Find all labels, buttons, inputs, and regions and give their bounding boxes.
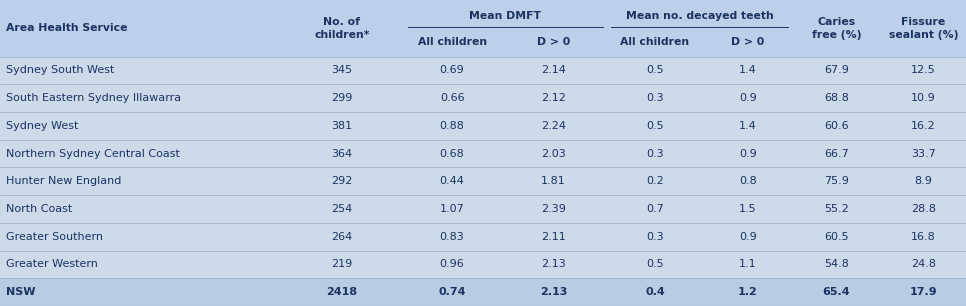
Text: 0.96: 0.96 bbox=[440, 259, 465, 270]
Text: 16.2: 16.2 bbox=[911, 121, 936, 131]
Text: 1.5: 1.5 bbox=[739, 204, 756, 214]
Text: Northern Sydney Central Coast: Northern Sydney Central Coast bbox=[6, 149, 180, 159]
Text: 2.13: 2.13 bbox=[540, 287, 567, 297]
Text: Caries
free (%): Caries free (%) bbox=[811, 17, 862, 40]
Text: 0.2: 0.2 bbox=[646, 176, 664, 186]
Text: 17.9: 17.9 bbox=[910, 287, 937, 297]
Text: 10.9: 10.9 bbox=[911, 93, 936, 103]
Text: 0.83: 0.83 bbox=[440, 232, 465, 242]
Text: 0.5: 0.5 bbox=[646, 65, 664, 76]
Bar bbox=[0, 0, 966, 57]
Text: 33.7: 33.7 bbox=[911, 149, 936, 159]
Text: 54.8: 54.8 bbox=[824, 259, 849, 270]
Text: 0.4: 0.4 bbox=[645, 287, 665, 297]
Text: 0.9: 0.9 bbox=[739, 93, 756, 103]
Text: 24.8: 24.8 bbox=[911, 259, 936, 270]
Text: 0.9: 0.9 bbox=[739, 149, 756, 159]
Text: 1.07: 1.07 bbox=[440, 204, 465, 214]
Text: 2.12: 2.12 bbox=[541, 93, 566, 103]
Text: 1.2: 1.2 bbox=[738, 287, 757, 297]
Text: 2.39: 2.39 bbox=[541, 204, 566, 214]
Text: Sydney West: Sydney West bbox=[6, 121, 78, 131]
Text: 299: 299 bbox=[331, 93, 353, 103]
Bar bbox=[0, 278, 966, 306]
Text: 0.7: 0.7 bbox=[646, 204, 664, 214]
Text: All children: All children bbox=[417, 37, 487, 47]
Text: 60.6: 60.6 bbox=[824, 121, 849, 131]
Text: 1.1: 1.1 bbox=[739, 259, 756, 270]
Text: Sydney South West: Sydney South West bbox=[6, 65, 114, 76]
Text: All children: All children bbox=[620, 37, 690, 47]
Text: 0.5: 0.5 bbox=[646, 259, 664, 270]
Text: 60.5: 60.5 bbox=[824, 232, 849, 242]
Text: 254: 254 bbox=[331, 204, 353, 214]
Text: 66.7: 66.7 bbox=[824, 149, 849, 159]
Text: Area Health Service: Area Health Service bbox=[6, 23, 128, 33]
Text: 0.9: 0.9 bbox=[739, 232, 756, 242]
Text: D > 0: D > 0 bbox=[537, 37, 570, 47]
Text: 0.66: 0.66 bbox=[440, 93, 465, 103]
Text: Fissure
sealant (%): Fissure sealant (%) bbox=[889, 17, 958, 40]
Text: 0.3: 0.3 bbox=[646, 232, 664, 242]
Text: 75.9: 75.9 bbox=[824, 176, 849, 186]
Text: 264: 264 bbox=[331, 232, 353, 242]
Text: 0.3: 0.3 bbox=[646, 93, 664, 103]
Text: 65.4: 65.4 bbox=[823, 287, 850, 297]
Text: Hunter New England: Hunter New England bbox=[6, 176, 121, 186]
Text: 1.4: 1.4 bbox=[739, 121, 756, 131]
Text: 8.9: 8.9 bbox=[915, 176, 932, 186]
Text: Greater Western: Greater Western bbox=[6, 259, 98, 270]
Text: 0.68: 0.68 bbox=[440, 149, 465, 159]
Text: South Eastern Sydney Illawarra: South Eastern Sydney Illawarra bbox=[6, 93, 181, 103]
Text: Greater Southern: Greater Southern bbox=[6, 232, 102, 242]
Text: 381: 381 bbox=[331, 121, 353, 131]
Text: 12.5: 12.5 bbox=[911, 65, 936, 76]
Text: 2.24: 2.24 bbox=[541, 121, 566, 131]
Text: Mean DMFT: Mean DMFT bbox=[469, 11, 541, 21]
Text: 16.8: 16.8 bbox=[911, 232, 936, 242]
Text: 55.2: 55.2 bbox=[824, 204, 849, 214]
Text: 2.13: 2.13 bbox=[541, 259, 566, 270]
Text: 67.9: 67.9 bbox=[824, 65, 849, 76]
Text: 0.88: 0.88 bbox=[440, 121, 465, 131]
Text: 219: 219 bbox=[331, 259, 353, 270]
Text: 364: 364 bbox=[331, 149, 353, 159]
Text: 0.3: 0.3 bbox=[646, 149, 664, 159]
Text: 2.11: 2.11 bbox=[541, 232, 566, 242]
Text: 0.44: 0.44 bbox=[440, 176, 465, 186]
Text: North Coast: North Coast bbox=[6, 204, 72, 214]
Text: 1.81: 1.81 bbox=[541, 176, 566, 186]
Text: 2418: 2418 bbox=[327, 287, 357, 297]
Text: 345: 345 bbox=[331, 65, 353, 76]
Text: 2.14: 2.14 bbox=[541, 65, 566, 76]
Text: 0.74: 0.74 bbox=[439, 287, 466, 297]
Text: 2.03: 2.03 bbox=[541, 149, 566, 159]
Text: 292: 292 bbox=[331, 176, 353, 186]
Text: Mean no. decayed teeth: Mean no. decayed teeth bbox=[626, 11, 773, 21]
Text: 0.8: 0.8 bbox=[739, 176, 756, 186]
Text: D > 0: D > 0 bbox=[731, 37, 764, 47]
Text: 1.4: 1.4 bbox=[739, 65, 756, 76]
Text: 28.8: 28.8 bbox=[911, 204, 936, 214]
Text: No. of
children*: No. of children* bbox=[314, 17, 370, 40]
Text: 0.69: 0.69 bbox=[440, 65, 465, 76]
Text: 0.5: 0.5 bbox=[646, 121, 664, 131]
Text: 68.8: 68.8 bbox=[824, 93, 849, 103]
Text: NSW: NSW bbox=[6, 287, 36, 297]
